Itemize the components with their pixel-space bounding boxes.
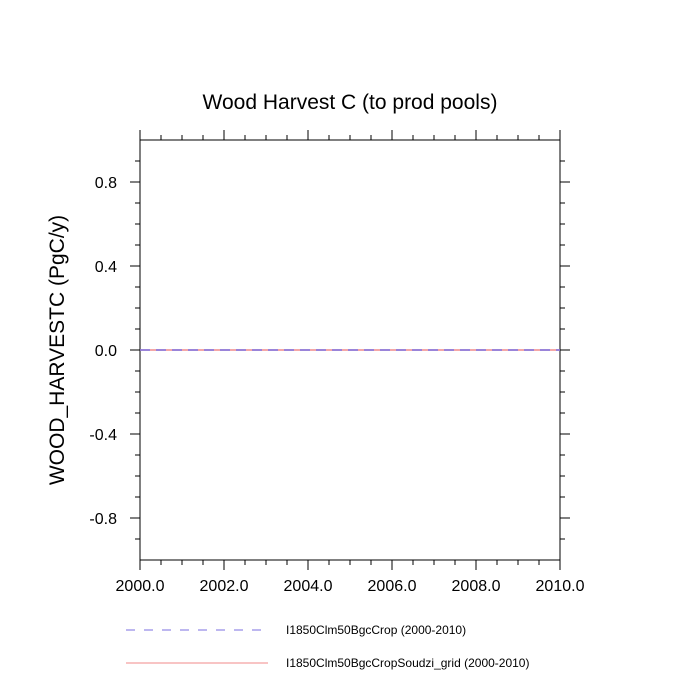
legend-label-1: I1850Clm50BgcCrop (2000-2010) [286, 623, 466, 637]
y-tick-label: -0.8 [89, 511, 117, 528]
legend: I1850Clm50BgcCrop (2000-2010) I1850Clm50B… [126, 623, 529, 670]
x-tick-label: 2002.0 [200, 578, 249, 595]
y-tick-label: 0.8 [95, 175, 117, 192]
y-tick-label: -0.4 [89, 427, 117, 444]
y-tick-label: 0.4 [95, 259, 117, 276]
y-tick-labels: 0.8 0.4 0.0 -0.4 -0.8 [89, 175, 117, 528]
x-tick-labels: 2000.0 2002.0 2004.0 2006.0 2008.0 2010.0 [116, 578, 585, 595]
y-axis-label: WOOD_HARVESTC (PgC/y) [46, 215, 69, 485]
chart-title: Wood Harvest C (to prod pools) [203, 91, 498, 114]
y-tick-label: 0.0 [95, 343, 117, 360]
x-tick-label: 2006.0 [368, 578, 417, 595]
axis-ticks [130, 130, 570, 570]
x-tick-label: 2010.0 [536, 578, 585, 595]
legend-label-2: I1850Clm50BgcCropSoudzi_grid (2000-2010) [286, 656, 529, 670]
x-tick-label: 2000.0 [116, 578, 165, 595]
x-tick-label: 2004.0 [284, 578, 333, 595]
x-tick-label: 2008.0 [452, 578, 501, 595]
